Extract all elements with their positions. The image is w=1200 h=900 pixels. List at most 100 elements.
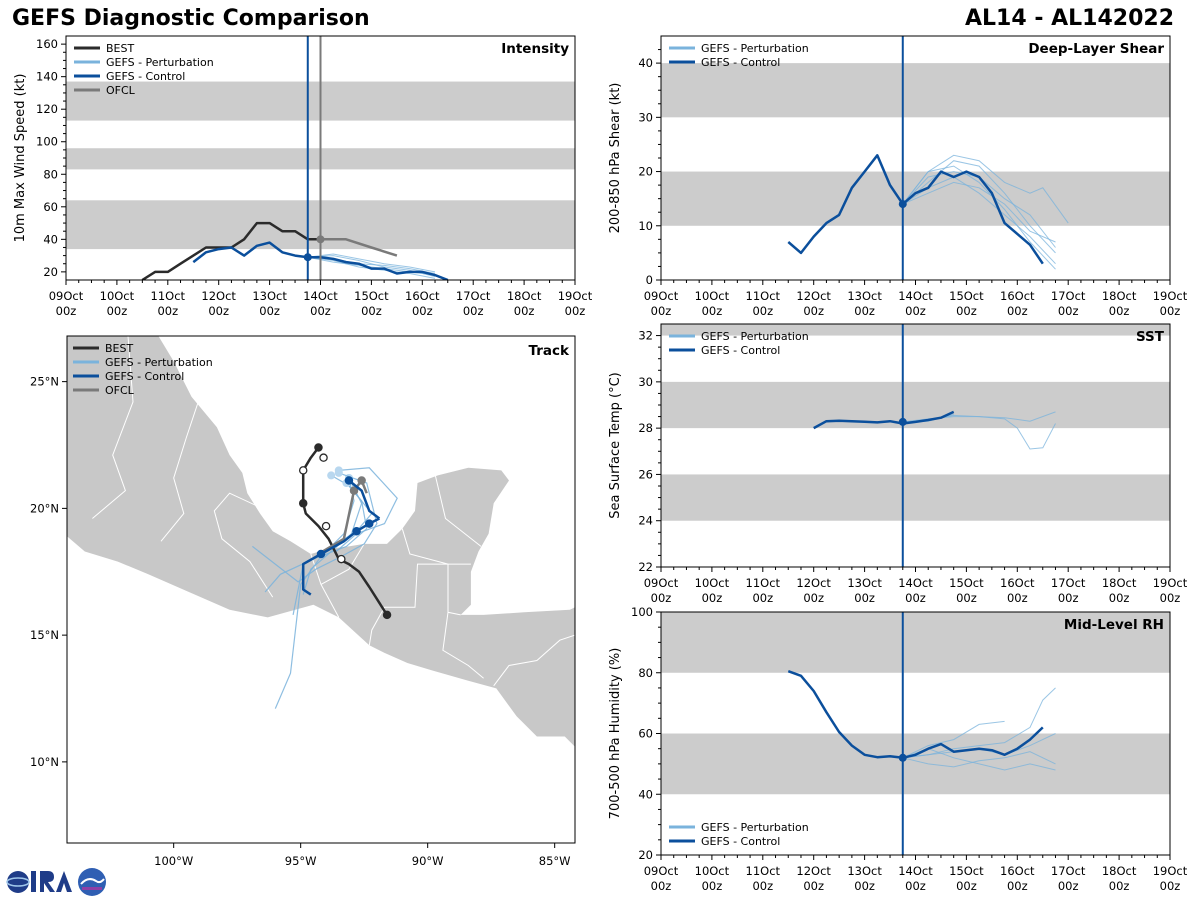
x-tick-label: 00z	[803, 879, 824, 893]
sst-plot-area	[661, 324, 1170, 521]
legend-label: GEFS - Control	[701, 344, 780, 357]
x-tick-label: 16Oct	[1000, 576, 1035, 590]
legend-label: BEST	[106, 42, 134, 55]
x-tick-label: 00z	[1058, 591, 1079, 605]
x-tick-label: 00z	[803, 591, 824, 605]
init-marker	[303, 253, 312, 262]
x-tick-label: 14Oct	[898, 864, 933, 878]
x-tick-label: 00z	[1058, 304, 1079, 318]
threshold-band	[661, 324, 1170, 336]
x-tick-label: 00z	[956, 591, 977, 605]
control-line	[787, 154, 1044, 265]
x-tick-label: 00z	[752, 591, 773, 605]
legend-label: GEFS - Perturbation	[701, 330, 809, 343]
cira-logo-globe	[7, 871, 29, 893]
x-tick-label: 00z	[905, 304, 926, 318]
x-tick-label: 00z	[463, 304, 484, 318]
x-tick-label: 18Oct	[507, 289, 542, 303]
landmass	[67, 336, 575, 747]
y-tick-label: 80	[638, 666, 653, 680]
x-tick-label: 19Oct	[558, 289, 593, 303]
perturbation-start-marker	[327, 471, 336, 480]
y-axis-label: 200-850 hPa Shear (kt)	[608, 83, 623, 234]
best-track-point	[321, 521, 331, 531]
y-tick-label: 20	[638, 848, 653, 862]
y-tick-label: 80	[43, 167, 58, 181]
x-tick-label: 00z	[956, 879, 977, 893]
perturbation-track	[335, 467, 398, 552]
threshold-band	[661, 63, 1170, 118]
x-tick-label: 09Oct	[644, 289, 679, 303]
panel-title: Track	[529, 343, 570, 359]
panel-title: Mid-Level RH	[1064, 617, 1164, 633]
border-line	[368, 563, 448, 646]
ofcl-track-point	[349, 486, 359, 495]
x-tick-label: 10Oct	[695, 576, 730, 590]
y-tick-label: 0	[646, 273, 653, 287]
ofcl-line	[320, 238, 398, 257]
x-tick-label: 13Oct	[847, 289, 882, 303]
y-tick-label: 30	[638, 110, 653, 124]
x-tick-label: 11Oct	[151, 289, 186, 303]
ofcl-track-point	[357, 476, 366, 485]
x-tick-label: 09Oct	[49, 289, 84, 303]
border-line	[401, 528, 449, 565]
legend-label: OFCL	[105, 384, 135, 397]
x-tick-label: 00z	[702, 879, 723, 893]
threshold-band	[661, 733, 1170, 795]
control-track-path	[348, 479, 381, 520]
border-line	[320, 543, 365, 585]
y-tick-label: 32	[638, 329, 653, 343]
x-tick-label: 00z	[1007, 304, 1028, 318]
x-tick-label: 00z	[514, 304, 535, 318]
x-tick-label: 19Oct	[1153, 289, 1188, 303]
x-tick-label: 85°W	[539, 854, 571, 868]
y-tick-label: 20°N	[30, 501, 59, 515]
x-tick-label: 09Oct	[644, 864, 679, 878]
x-tick-label: 00z	[1160, 591, 1181, 605]
control-line	[813, 410, 955, 430]
x-tick-label: 100°W	[154, 854, 193, 868]
border-line	[493, 634, 575, 687]
control-line	[787, 670, 1044, 760]
shear-plot-area	[661, 63, 1170, 270]
best-track-point	[337, 554, 346, 564]
y-tick-label: 26	[638, 467, 653, 481]
x-tick-label: 12Oct	[796, 576, 831, 590]
y-tick-label: 15°N	[30, 628, 59, 642]
x-tick-label: 00z	[56, 304, 77, 318]
x-tick-label: 12Oct	[201, 289, 236, 303]
x-tick-label: 00z	[259, 304, 280, 318]
sst-panel: 09Oct00z10Oct00z11Oct00z12Oct00z13Oct00z…	[608, 323, 1188, 605]
control-track-point	[316, 549, 326, 559]
x-tick-label: 00z	[1109, 591, 1130, 605]
y-tick-label: 140	[36, 70, 58, 84]
figure-title: GEFS Diagnostic Comparison	[12, 6, 370, 31]
y-tick-label: 60	[638, 727, 653, 741]
storm-id: AL14 - AL142022	[965, 6, 1174, 31]
legend-label: GEFS - Control	[701, 56, 780, 69]
perturbation-member-line	[902, 751, 1056, 768]
perturbation-member-line	[902, 160, 1056, 254]
x-tick-label: 00z	[565, 304, 586, 318]
perturbation-track	[264, 482, 368, 593]
y-tick-label: 28	[638, 421, 653, 435]
border-line	[213, 492, 274, 598]
threshold-band	[661, 612, 1170, 673]
y-tick-label: 160	[36, 37, 58, 51]
x-tick-label: 00z	[1160, 304, 1181, 318]
x-tick-label: 15Oct	[354, 289, 389, 303]
y-tick-label: 100	[36, 135, 58, 149]
x-tick-label: 00z	[752, 879, 773, 893]
legend-label: GEFS - Perturbation	[106, 56, 214, 69]
x-tick-label: 00z	[803, 304, 824, 318]
axes-frame	[660, 323, 1171, 568]
border-line	[92, 336, 134, 519]
x-tick-label: 17Oct	[456, 289, 491, 303]
control-track-point	[365, 519, 374, 528]
x-tick-label: 17Oct	[1051, 576, 1086, 590]
perturbation-member-line	[902, 720, 1005, 759]
best-track-point	[298, 466, 308, 475]
panel-title: Intensity	[501, 41, 569, 57]
x-tick-label: 10Oct	[695, 289, 730, 303]
